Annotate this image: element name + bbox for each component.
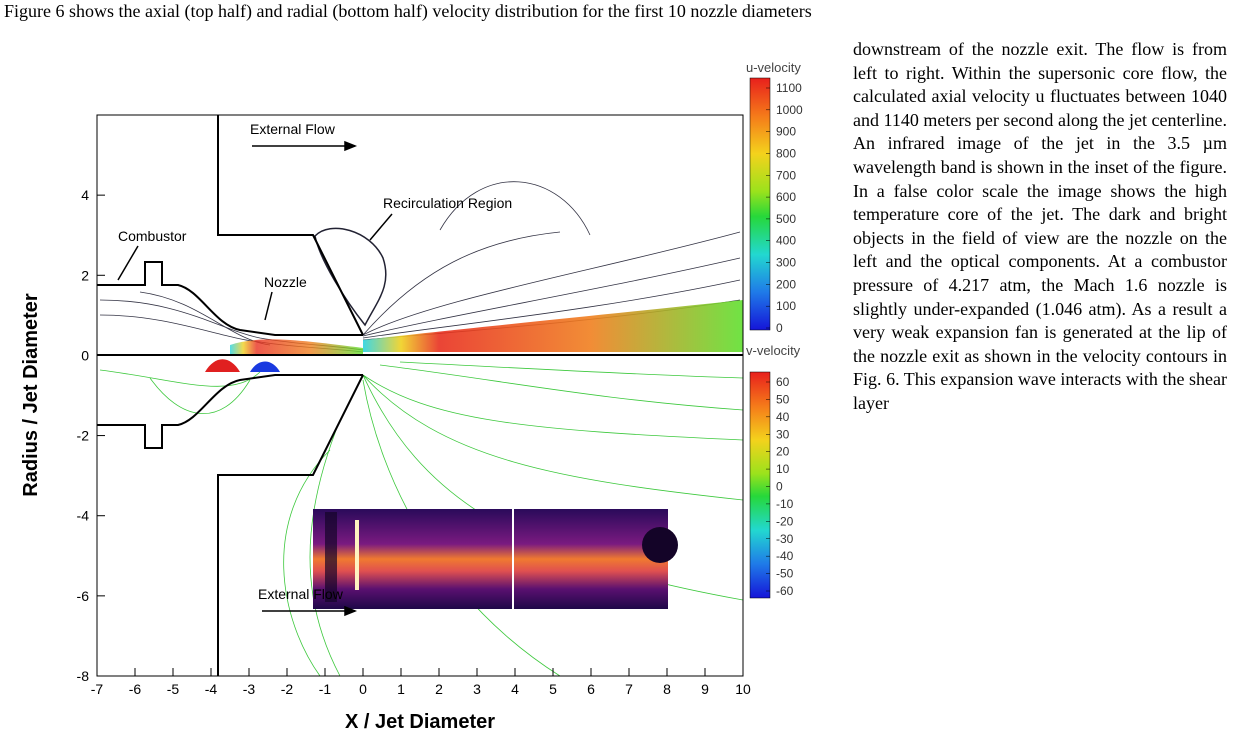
y-tick-label: 2: [81, 267, 89, 283]
inset-image: [313, 509, 668, 609]
x-tick-label: 4: [511, 681, 519, 697]
colorbar-v: [750, 372, 770, 598]
colorbar-tick-label: 600: [776, 190, 796, 204]
x-axis-label: X / Jet Diameter: [345, 711, 495, 733]
x-tick-label: 6: [587, 681, 595, 697]
inset-optic: [642, 527, 678, 563]
y-tick-label: 0: [81, 347, 89, 363]
colorbar-tick-label: 10: [776, 462, 790, 476]
colorbar-tick-label: 200: [776, 277, 796, 291]
colorbar-tick-label: 1100: [776, 81, 802, 95]
colorbar-tick-label: 0: [776, 321, 783, 335]
x-tick-label: -6: [129, 681, 142, 697]
paragraph: downstream of the nozzle exit. The flow …: [853, 38, 1227, 416]
x-tick-label: -3: [243, 681, 256, 697]
colorbar-title: v-velocity: [746, 343, 801, 358]
colorbar-tick-label: 500: [776, 212, 796, 226]
colorbar-u: [750, 78, 770, 330]
annotation: Recirculation Region: [383, 195, 512, 211]
colorbar-title: u-velocity: [746, 60, 801, 75]
x-tick-label: 7: [625, 681, 633, 697]
colorbar-tick-label: 800: [776, 146, 796, 160]
colorbar-tick-label: 0: [776, 480, 783, 494]
x-tick-label: 1: [397, 681, 405, 697]
annotation: External Flow: [258, 586, 344, 602]
x-tick-label: 2: [435, 681, 443, 697]
figure: X / Jet Diameter Radius / Jet Diameter E…: [0, 0, 850, 745]
y-axis-label: Radius / Jet Diameter: [20, 293, 42, 497]
colorbar-tick-label: 300: [776, 256, 796, 270]
y-tick-label: 4: [81, 187, 89, 203]
v-spot: [205, 359, 240, 372]
colorbar-tick-label: 700: [776, 168, 796, 182]
y-tick-label: -4: [77, 508, 90, 524]
colorbar-tick-label: 60: [776, 375, 790, 389]
x-tick-label: 9: [701, 681, 709, 697]
x-tick-label: 0: [359, 681, 367, 697]
x-tick-label: 8: [663, 681, 671, 697]
colorbar-tick-label: 20: [776, 445, 790, 459]
v-spot: [250, 362, 280, 373]
colorbar-tick-label: 30: [776, 427, 790, 441]
x-tick-label: -7: [91, 681, 104, 697]
y-tick-label: -6: [77, 588, 90, 604]
x-tick-label: -1: [319, 681, 332, 697]
colorbar-tick-label: 1000: [776, 103, 803, 117]
colorbar-tick-label: -50: [776, 567, 794, 581]
y-tick-label: -8: [77, 668, 90, 684]
colorbar-tick-label: 100: [776, 299, 796, 313]
annotation: Combustor: [118, 228, 187, 244]
colorbar-tick-label: -20: [776, 514, 794, 528]
colorbar-tick-label: 40: [776, 410, 790, 424]
colorbar-tick-label: -40: [776, 549, 794, 563]
colorbar-tick-label: 400: [776, 234, 796, 248]
x-tick-label: 10: [735, 681, 751, 697]
colorbar-tick-label: -30: [776, 532, 794, 546]
annotation: Nozzle: [264, 274, 307, 290]
x-tick-label: -5: [167, 681, 180, 697]
x-tick-label: -2: [281, 681, 294, 697]
x-tick-label: 3: [473, 681, 481, 697]
x-tick-label: -4: [205, 681, 218, 697]
colorbar-tick-label: 900: [776, 125, 796, 139]
y-tick-label: -2: [77, 428, 90, 444]
page: Figure 6 shows the axial (top half) and …: [0, 0, 1235, 745]
colorbar-tick-label: -10: [776, 497, 794, 511]
colorbar-tick-label: 50: [776, 392, 790, 406]
nozzle-flow: [230, 339, 363, 355]
jet-core: [363, 300, 743, 352]
annotation: External Flow: [250, 121, 336, 137]
x-tick-label: 5: [549, 681, 557, 697]
colorbar-tick-label: -60: [776, 584, 794, 598]
inset-bright: [355, 520, 359, 590]
